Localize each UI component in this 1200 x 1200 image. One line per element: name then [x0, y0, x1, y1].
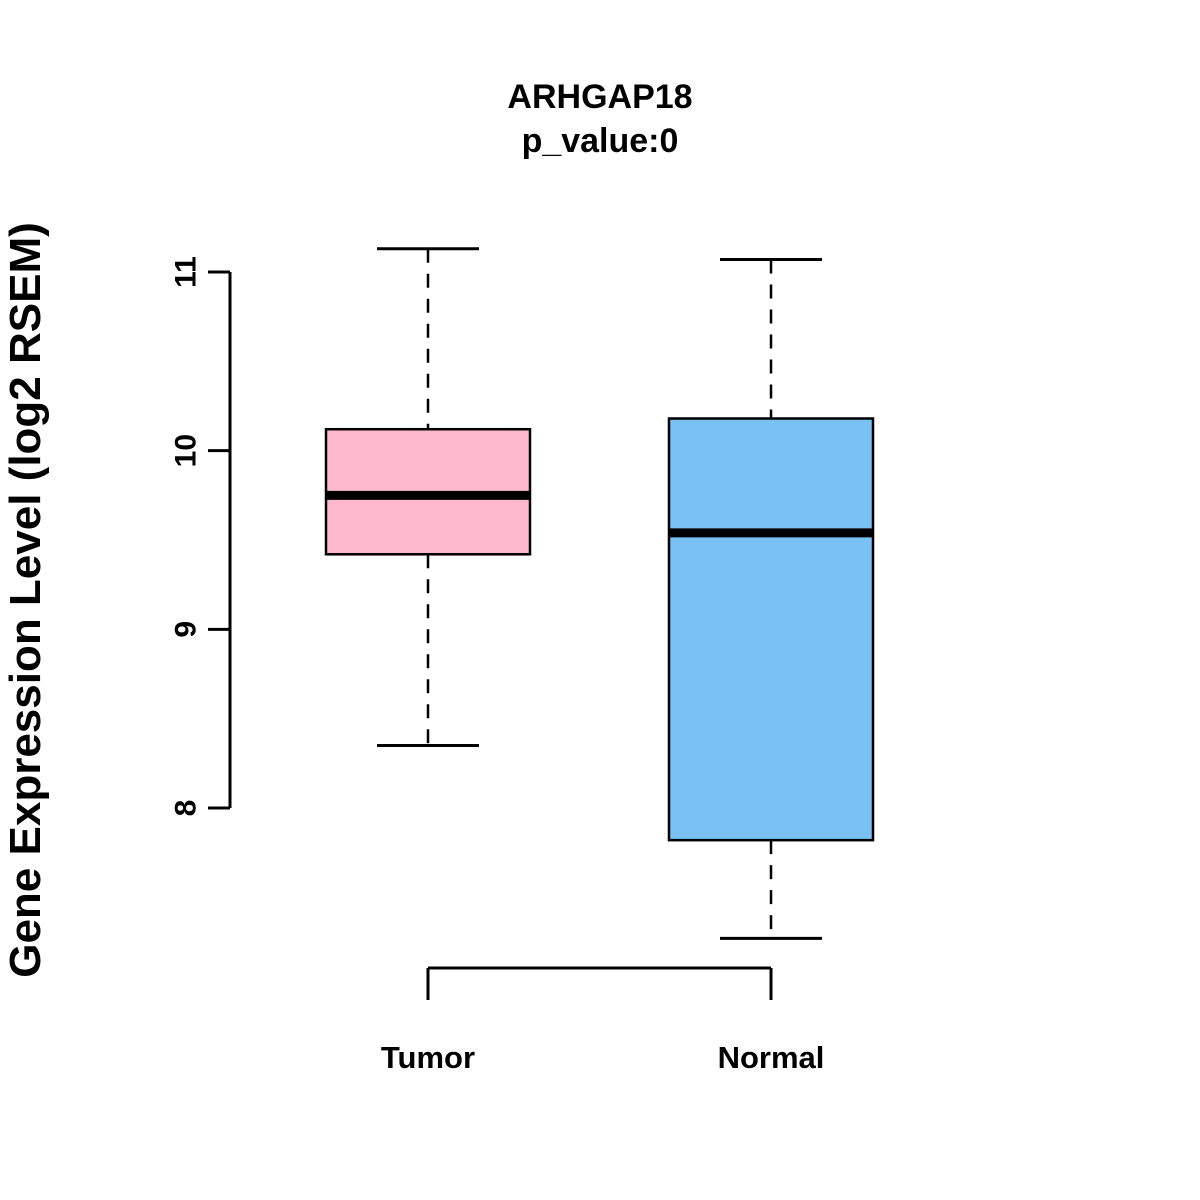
y-tick-label: 10: [170, 434, 203, 467]
y-tick-label: 8: [170, 800, 203, 817]
y-tick-label: 9: [170, 621, 203, 638]
iqr-box: [667, 417, 875, 842]
category-label: Tumor: [381, 1040, 475, 1075]
chart-title: ARHGAP18: [507, 78, 692, 116]
category-label: Normal: [718, 1040, 825, 1075]
chart-subtitle: p_value:0: [522, 122, 679, 160]
y-axis-label: Gene Expression Level (log2 RSEM): [1, 222, 50, 978]
plot-area: 8 9 10 11 Tumor Normal: [170, 247, 875, 1075]
y-tick-label: 11: [170, 256, 203, 288]
